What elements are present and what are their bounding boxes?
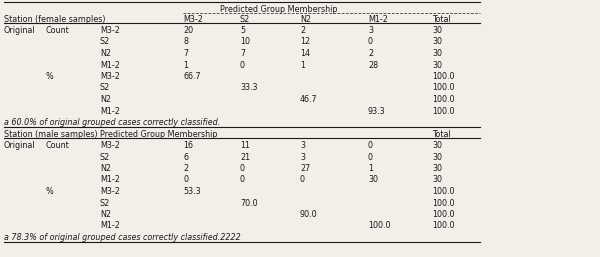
Text: 0: 0 [368,152,373,161]
Text: 20: 20 [183,26,193,35]
Text: Count: Count [46,141,70,150]
Text: 100.0: 100.0 [432,210,455,219]
Text: M3-2: M3-2 [100,72,120,81]
Text: N2: N2 [100,49,111,58]
Text: 30: 30 [432,60,442,69]
Text: M1-2: M1-2 [368,15,388,24]
Text: N2: N2 [100,210,111,219]
Text: 28: 28 [368,60,378,69]
Text: 100.0: 100.0 [432,187,455,196]
Text: S2: S2 [100,198,110,207]
Text: Total: Total [432,130,451,139]
Text: 0: 0 [240,176,245,185]
Text: 14: 14 [300,49,310,58]
Text: 0: 0 [240,164,245,173]
Text: M3-2: M3-2 [100,141,120,150]
Text: 0: 0 [368,141,373,150]
Text: N2: N2 [100,164,111,173]
Text: Station (male samples): Station (male samples) [4,130,98,139]
Text: 33.3: 33.3 [240,84,257,93]
Text: 3: 3 [368,26,373,35]
Text: 3: 3 [300,141,305,150]
Text: M3-2: M3-2 [100,26,120,35]
Text: 11: 11 [240,141,250,150]
Text: 100.0: 100.0 [432,72,455,81]
Text: 100.0: 100.0 [432,95,455,104]
Text: 1: 1 [368,164,373,173]
Text: Station (female samples): Station (female samples) [4,15,106,24]
Text: 30: 30 [432,176,442,185]
Text: 7: 7 [183,49,188,58]
Text: Total: Total [432,15,451,24]
Text: 66.7: 66.7 [183,72,200,81]
Text: 100.0: 100.0 [432,106,455,115]
Text: M1-2: M1-2 [100,222,120,231]
Text: 30: 30 [432,26,442,35]
Text: 30: 30 [368,176,378,185]
Text: Count: Count [46,26,70,35]
Text: 53.3: 53.3 [183,187,200,196]
Text: 8: 8 [183,38,188,47]
Text: 7: 7 [240,49,245,58]
Text: 30: 30 [432,38,442,47]
Text: %: % [46,72,54,81]
Text: 2: 2 [300,26,305,35]
Text: 100.0: 100.0 [432,222,455,231]
Text: 0: 0 [183,176,188,185]
Text: 5: 5 [240,26,245,35]
Text: 10: 10 [240,38,250,47]
Text: 2: 2 [183,164,188,173]
Text: 16: 16 [183,141,193,150]
Text: M3-2: M3-2 [183,15,203,24]
Text: 100.0: 100.0 [368,222,391,231]
Text: 12: 12 [300,38,310,47]
Text: M1-2: M1-2 [100,60,120,69]
Text: Predicted Group Membership: Predicted Group Membership [220,5,337,14]
Text: S2: S2 [240,15,250,24]
Text: Original: Original [4,141,35,150]
Text: 6: 6 [183,152,188,161]
Text: M1-2: M1-2 [100,176,120,185]
Text: %: % [46,187,54,196]
Text: 30: 30 [432,152,442,161]
Text: N2: N2 [300,15,311,24]
Text: 0: 0 [368,38,373,47]
Text: 30: 30 [432,141,442,150]
Text: 100.0: 100.0 [432,84,455,93]
Text: S2: S2 [100,152,110,161]
Text: S2: S2 [100,38,110,47]
Text: Original: Original [4,26,35,35]
Text: 0: 0 [300,176,305,185]
Text: M1-2: M1-2 [100,106,120,115]
Text: 2: 2 [368,49,373,58]
Text: 30: 30 [432,49,442,58]
Text: a 78.3% of original grouped cases correctly classified.2222: a 78.3% of original grouped cases correc… [4,233,241,242]
Text: 1: 1 [300,60,305,69]
Text: N2: N2 [100,95,111,104]
Text: S2: S2 [100,84,110,93]
Text: 3: 3 [300,152,305,161]
Text: 1: 1 [183,60,188,69]
Text: a 60.0% of original grouped cases correctly classified.: a 60.0% of original grouped cases correc… [4,118,220,127]
Text: M3-2: M3-2 [100,187,120,196]
Text: 46.7: 46.7 [300,95,317,104]
Text: 100.0: 100.0 [432,198,455,207]
Text: 93.3: 93.3 [368,106,386,115]
Text: 0: 0 [240,60,245,69]
Text: 70.0: 70.0 [240,198,257,207]
Text: 27: 27 [300,164,310,173]
Text: Predicted Group Membership: Predicted Group Membership [100,130,218,139]
Text: 21: 21 [240,152,250,161]
Text: 90.0: 90.0 [300,210,317,219]
Text: 30: 30 [432,164,442,173]
